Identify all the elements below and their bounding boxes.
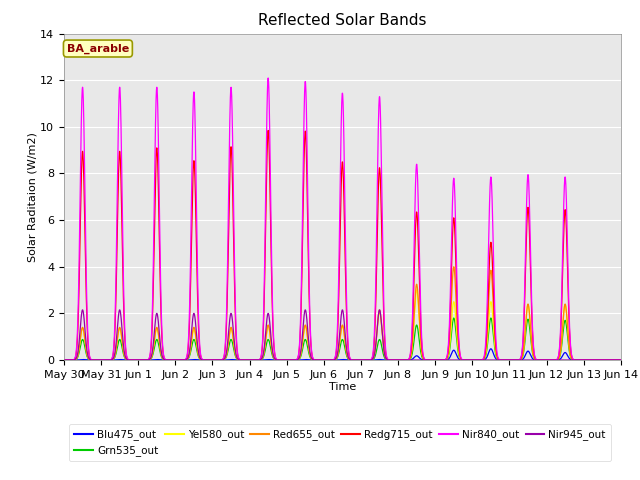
- Y-axis label: Solar Raditaion (W/m2): Solar Raditaion (W/m2): [28, 132, 37, 262]
- Grn535_out: [298, 350, 305, 356]
- Grn535_out: [60, 357, 68, 363]
- Red655_out: [274, 357, 282, 363]
- Grn535_out: [274, 357, 282, 363]
- Red655_out: [298, 346, 305, 352]
- Nir945_out: [617, 357, 625, 363]
- Redg715_out: [60, 357, 68, 363]
- Nir840_out: [274, 357, 282, 363]
- Red655_out: [157, 348, 164, 353]
- Yel580_out: [124, 357, 131, 363]
- Nir945_out: [157, 345, 164, 350]
- Yel580_out: [606, 357, 614, 363]
- Grn535_out: [606, 357, 614, 363]
- Nir840_out: [124, 356, 131, 361]
- Blu475_out: [606, 357, 614, 363]
- Nir945_out: [469, 357, 477, 363]
- Yel580_out: [546, 357, 554, 363]
- Redg715_out: [298, 275, 306, 280]
- Redg715_out: [606, 357, 614, 363]
- Nir840_out: [264, 75, 272, 81]
- Blu475_out: [298, 357, 305, 363]
- Nir840_out: [617, 357, 625, 363]
- Nir840_out: [157, 276, 164, 281]
- Yel580_out: [413, 287, 420, 293]
- Red655_out: [450, 264, 458, 270]
- Grn535_out: [124, 357, 131, 363]
- X-axis label: Time: Time: [329, 383, 356, 393]
- Yel580_out: [60, 357, 68, 363]
- Grn535_out: [157, 351, 164, 357]
- Blu475_out: [487, 346, 495, 352]
- Nir840_out: [606, 357, 614, 363]
- Redg715_out: [264, 128, 272, 133]
- Blu475_out: [274, 357, 282, 363]
- Grn535_out: [487, 315, 495, 321]
- Yel580_out: [157, 348, 164, 353]
- Nir945_out: [547, 357, 554, 363]
- Nir840_out: [60, 357, 68, 363]
- Text: BA_arable: BA_arable: [67, 43, 129, 54]
- Redg715_out: [157, 293, 164, 299]
- Line: Redg715_out: Redg715_out: [64, 131, 621, 360]
- Nir945_out: [606, 357, 614, 363]
- Blu475_out: [617, 357, 625, 363]
- Redg715_out: [617, 357, 625, 363]
- Nir945_out: [274, 357, 282, 363]
- Yel580_out: [274, 357, 282, 363]
- Nir945_out: [79, 307, 86, 313]
- Legend: Blu475_out, Grn535_out, Yel580_out, Red655_out, Redg715_out, Nir840_out, Nir945_: Blu475_out, Grn535_out, Yel580_out, Red6…: [69, 424, 611, 461]
- Grn535_out: [546, 357, 554, 363]
- Red655_out: [606, 357, 614, 363]
- Redg715_out: [124, 356, 131, 362]
- Redg715_out: [546, 357, 554, 363]
- Nir840_out: [298, 257, 306, 263]
- Blu475_out: [60, 357, 68, 363]
- Line: Grn535_out: Grn535_out: [64, 318, 621, 360]
- Line: Yel580_out: Yel580_out: [64, 290, 621, 360]
- Nir945_out: [298, 339, 306, 345]
- Nir840_out: [546, 357, 554, 363]
- Red655_out: [617, 357, 625, 363]
- Line: Nir945_out: Nir945_out: [64, 310, 621, 360]
- Blu475_out: [546, 357, 554, 363]
- Blu475_out: [124, 357, 131, 363]
- Grn535_out: [617, 357, 625, 363]
- Nir945_out: [60, 357, 68, 363]
- Red655_out: [546, 357, 554, 363]
- Blu475_out: [157, 357, 164, 363]
- Yel580_out: [617, 357, 625, 363]
- Red655_out: [124, 357, 131, 363]
- Line: Nir840_out: Nir840_out: [64, 78, 621, 360]
- Yel580_out: [298, 346, 305, 352]
- Line: Blu475_out: Blu475_out: [64, 349, 621, 360]
- Nir945_out: [124, 357, 132, 363]
- Line: Red655_out: Red655_out: [64, 267, 621, 360]
- Title: Reflected Solar Bands: Reflected Solar Bands: [258, 13, 427, 28]
- Redg715_out: [274, 357, 282, 363]
- Red655_out: [60, 357, 68, 363]
